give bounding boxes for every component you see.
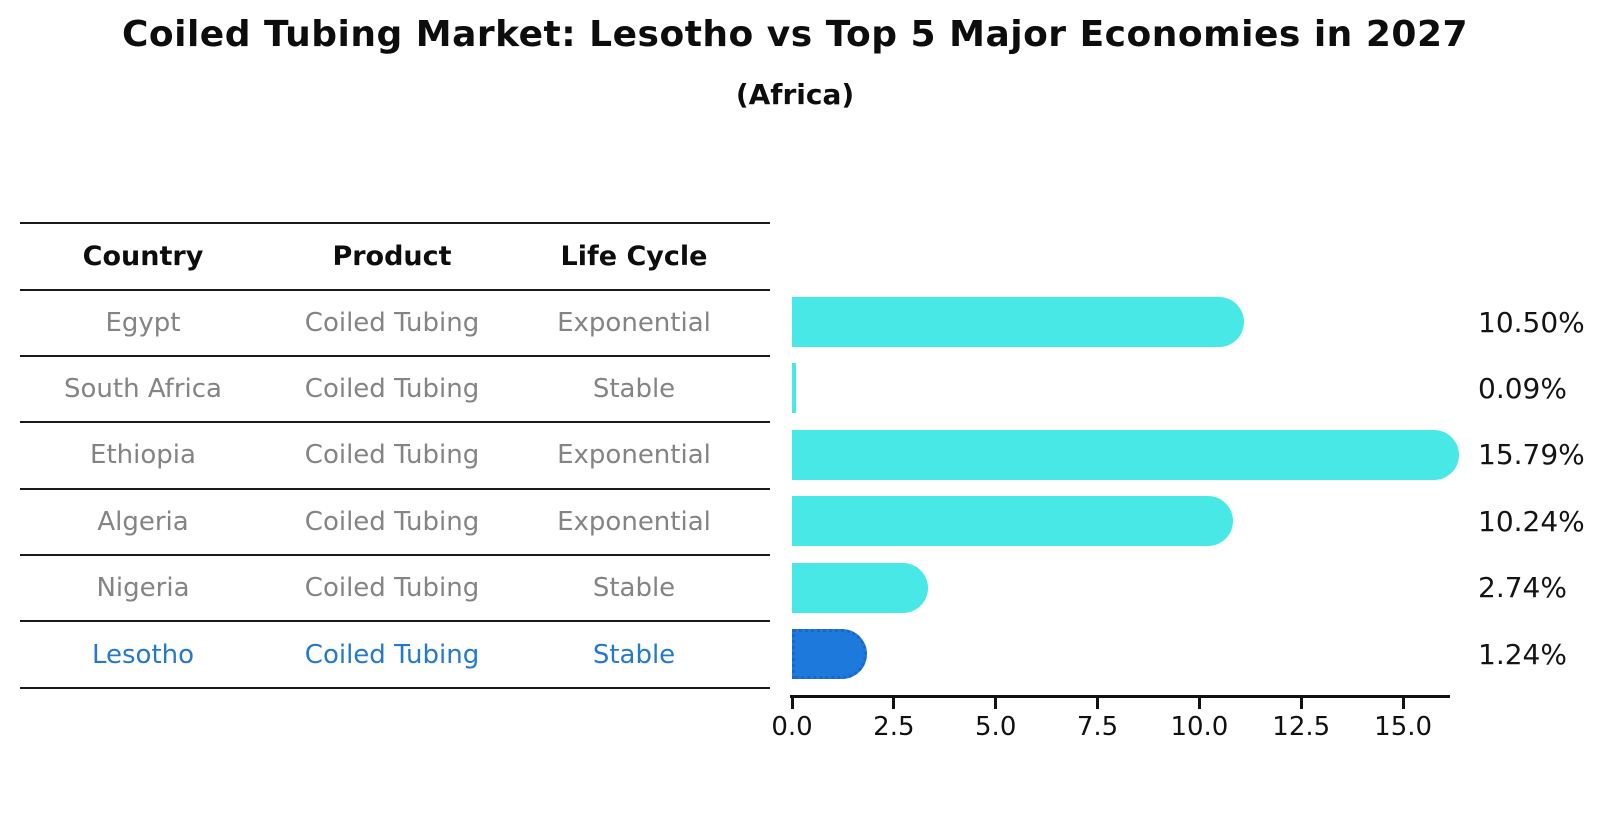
lifecycle-cell: Exponential <box>557 506 711 537</box>
chart-subtitle: (Africa) <box>735 78 855 111</box>
lifecycle-cell: Stable <box>592 573 676 604</box>
x-tick-mark <box>790 698 794 709</box>
value-label-south-africa: 0.09% <box>1478 371 1567 405</box>
table-row-algeria: Algeria Coiled Tubing Exponential <box>20 490 770 557</box>
country-cell: South Africa <box>64 374 222 405</box>
lifecycle-cell: Stable <box>592 374 676 405</box>
x-tick-label: 5.0 <box>975 712 1017 742</box>
col-header-country: Country <box>82 240 204 272</box>
country-cell: Lesotho <box>91 639 195 670</box>
x-tick-label: 7.5 <box>1076 712 1119 742</box>
lifecycle-cell: Exponential <box>557 440 711 471</box>
table-row-south-africa: South Africa Coiled Tubing Stable <box>20 357 770 424</box>
x-tick-mark <box>1197 698 1201 709</box>
x-tick-label: 12.5 <box>1272 712 1331 742</box>
x-tick-mark <box>994 698 998 709</box>
country-cell: Ethiopia <box>90 440 196 471</box>
product-cell: Coiled Tubing <box>304 573 480 604</box>
x-tick-mark <box>1401 698 1405 709</box>
x-axis-line <box>790 695 1450 698</box>
country-cell: Egypt <box>105 307 181 338</box>
bar-egypt <box>792 297 1244 347</box>
x-tick-mark <box>892 698 896 709</box>
country-table: Country Product Life Cycle Egypt Coiled T… <box>20 222 770 689</box>
bar-nigeria <box>792 562 928 613</box>
product-cell: Coiled Tubing <box>304 374 480 405</box>
bar-south-africa <box>792 363 796 414</box>
lifecycle-cell: Stable <box>592 639 676 670</box>
table-row-nigeria: Nigeria Coiled Tubing Stable <box>20 556 770 623</box>
table-row-lesotho: Lesotho Coiled Tubing Stable <box>20 622 770 689</box>
x-tick-label: 2.5 <box>873 712 915 742</box>
product-cell: Coiled Tubing <box>304 506 480 537</box>
country-cell: Nigeria <box>96 573 190 604</box>
value-label-nigeria: 2.74% <box>1478 571 1567 605</box>
table-row-egypt: Egypt Coiled Tubing Exponential <box>20 291 770 357</box>
value-label-egypt: 10.50% <box>1478 305 1585 339</box>
x-tick-mark <box>1096 698 1100 709</box>
x-tick-label: 10.0 <box>1170 712 1229 742</box>
bar-algeria <box>792 496 1234 547</box>
table-row-ethiopia: Ethiopia Coiled Tubing Exponential <box>20 423 770 490</box>
value-label-ethiopia: 15.79% <box>1478 438 1585 472</box>
x-tick-mark <box>1299 698 1303 709</box>
table-header-row: Country Product Life Cycle <box>20 224 770 291</box>
product-cell: Coiled Tubing <box>304 639 480 670</box>
lifecycle-cell: Exponential <box>557 307 711 338</box>
x-tick-label: 15.0 <box>1374 712 1433 742</box>
table-body: Egypt Coiled Tubing Exponential South Afric… <box>20 291 770 689</box>
bar-ethiopia <box>792 429 1460 480</box>
country-cell: Algeria <box>97 506 189 537</box>
value-label-algeria: 10.24% <box>1478 504 1585 538</box>
chart-title: Coiled Tubing Market: Lesotho vs Top 5 M… <box>121 14 1469 55</box>
col-header-product: Product <box>332 240 452 272</box>
product-cell: Coiled Tubing <box>304 307 480 338</box>
product-cell: Coiled Tubing <box>304 440 480 471</box>
value-label-lesotho: 1.24% <box>1478 637 1567 671</box>
x-tick-label: 0.0 <box>771 712 813 742</box>
col-header-lifecycle: Life Cycle <box>560 240 708 272</box>
bar-lesotho <box>792 629 867 679</box>
